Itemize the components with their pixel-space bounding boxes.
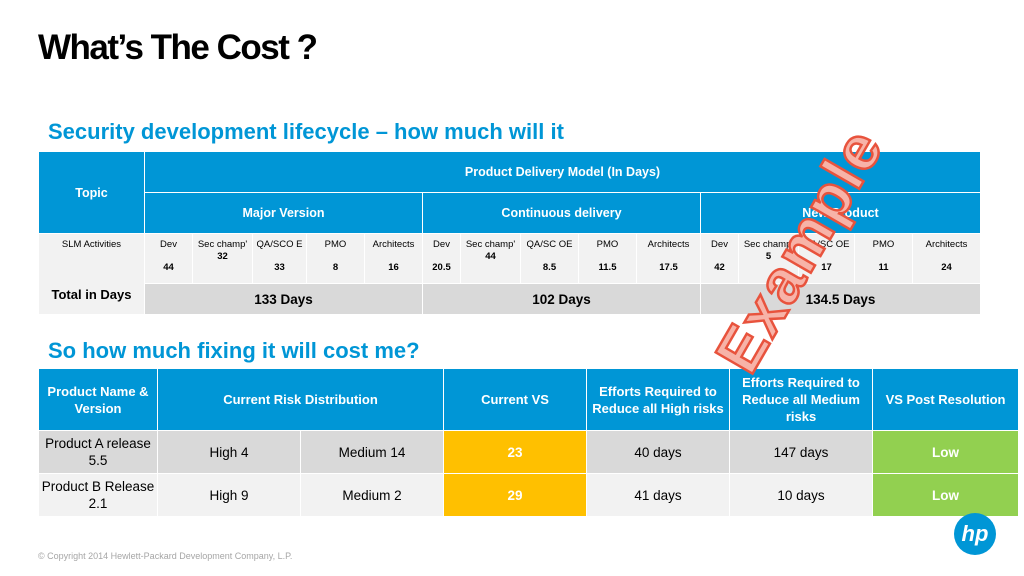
activity-cell: Sec champ' 32 bbox=[192, 233, 253, 284]
current-vs-cell: 23 bbox=[443, 430, 588, 474]
page-title: What’s The Cost ? bbox=[38, 28, 318, 67]
efforts-medium-cell: 10 days bbox=[729, 473, 874, 517]
header-current-vs: Current VS bbox=[443, 368, 588, 431]
hp-logo-icon: hp bbox=[954, 513, 996, 555]
product-name-cell: Product A release 5.5 bbox=[38, 430, 158, 474]
activity-cell: QA/SC OE 17 bbox=[798, 233, 855, 284]
total-new: 134.5 Days bbox=[699, 283, 982, 315]
header-product: Product Name & Version bbox=[38, 368, 158, 431]
activity-cell: Dev 20.5 bbox=[422, 233, 461, 284]
topic-header: Topic bbox=[38, 151, 145, 234]
activity-cell: Architects 24 bbox=[911, 233, 982, 284]
model-header-continuous: Continuous delivery bbox=[422, 192, 701, 234]
header-risk-distribution: Current Risk Distribution bbox=[156, 368, 445, 431]
efforts-high-cell: 41 days bbox=[586, 473, 731, 517]
risk-medium-cell: Medium 2 bbox=[299, 473, 445, 517]
activity-cell: Dev 44 bbox=[144, 233, 193, 284]
activity-cell: QA/SC OE 8.5 bbox=[520, 233, 579, 284]
activity-cell: Sec champ' 44 bbox=[460, 233, 521, 284]
activity-cell: Architects 17.5 bbox=[636, 233, 701, 284]
slm-activities-label: SLM Activities bbox=[61, 239, 122, 250]
product-delivery-header: Product Delivery Model (In Days) bbox=[143, 151, 982, 193]
total-major: 133 Days bbox=[144, 283, 423, 315]
efforts-medium-cell: 147 days bbox=[729, 430, 874, 474]
risk-medium-cell: Medium 14 bbox=[299, 430, 445, 474]
sdl-cost-table: Topic Product Delivery Model (In Days) M… bbox=[38, 151, 982, 315]
product-name-cell: Product B Release 2.1 bbox=[38, 473, 158, 517]
header-efforts-high: Efforts Required to Reduce all High risk… bbox=[586, 368, 731, 431]
model-header-major: Major Version bbox=[144, 192, 423, 234]
vs-post-cell: Low bbox=[872, 430, 1020, 474]
section1-subtitle: Security development lifecycle – how muc… bbox=[48, 119, 564, 144]
vs-post-cell: Low bbox=[872, 473, 1020, 517]
activity-cell: Architects 16 bbox=[364, 233, 423, 284]
risk-high-cell: High 4 bbox=[157, 430, 301, 474]
section2-subtitle: So how much fixing it will cost me? bbox=[48, 338, 420, 363]
activity-cell: PMO 11.5 bbox=[578, 233, 637, 284]
current-vs-cell: 29 bbox=[443, 473, 588, 517]
slm-total-label-cell: SLM Activities Total in Days bbox=[38, 233, 145, 315]
efforts-high-cell: 40 days bbox=[586, 430, 731, 474]
header-vs-post: VS Post Resolution bbox=[872, 368, 1020, 431]
hp-logo-text: hp bbox=[962, 521, 989, 546]
fix-cost-table: Product Name & Version Current Risk Dist… bbox=[38, 368, 1020, 517]
activity-cell: Dev 42 bbox=[700, 233, 739, 284]
risk-high-cell: High 9 bbox=[157, 473, 301, 517]
activity-cell: PMO 8 bbox=[306, 233, 365, 284]
copyright-footer: © Copyright 2014 Hewlett-Packard Develop… bbox=[38, 551, 293, 561]
activity-cell: PMO 11 bbox=[854, 233, 913, 284]
total-in-days-label: Total in Days bbox=[51, 287, 132, 302]
activity-cell: QA/SCO E 33 bbox=[252, 233, 307, 284]
model-header-new: New Product bbox=[699, 192, 982, 234]
header-efforts-medium: Efforts Required to Reduce all Medium ri… bbox=[729, 368, 874, 431]
total-continuous: 102 Days bbox=[422, 283, 701, 315]
activity-cell: Sec champ' 5 bbox=[738, 233, 799, 284]
